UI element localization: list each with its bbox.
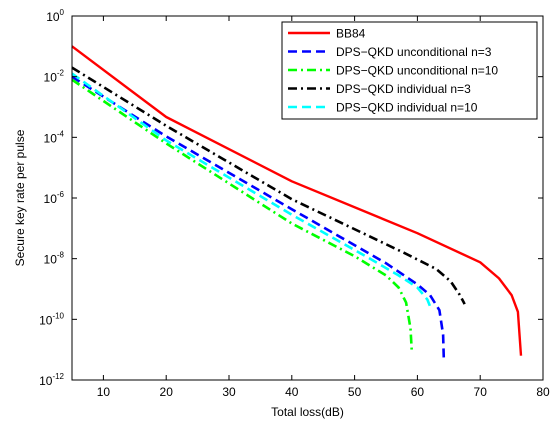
x-tick-label: 70: [474, 385, 488, 399]
legend-label: DPS−QKD unconditional n=10: [336, 64, 498, 78]
x-tick-label: 50: [348, 385, 362, 399]
x-tick-label: 80: [536, 385, 550, 399]
y-tick-label: 10-2: [44, 69, 65, 85]
legend-label: DPS−QKD individual n=10: [336, 101, 478, 115]
x-tick-label: 40: [285, 385, 299, 399]
series-line: [71, 45, 523, 356]
x-tick-label: 10: [97, 385, 111, 399]
y-tick-label: 10-6: [44, 190, 65, 206]
legend-label: DPS−QKD individual n=3: [336, 82, 471, 96]
y-tick-label: 10-12: [39, 372, 64, 388]
series-line: [71, 78, 413, 350]
x-tick-label: 30: [222, 385, 236, 399]
x-axis-label: Total loss(dB): [271, 405, 344, 419]
y-tick-label: 100: [46, 8, 64, 24]
y-tick-label: 10-10: [39, 311, 64, 327]
y-tick-label: 10-8: [44, 251, 65, 267]
y-axis: 100 10-2 10-4 10-6 10-8 10-10 10-12: [39, 8, 543, 388]
legend-box: [281, 21, 538, 120]
x-tick-label: 60: [411, 385, 425, 399]
series-line: [71, 75, 446, 359]
legend-label: BB84: [336, 27, 366, 41]
legend-label: DPS−QKD unconditional n=3: [336, 45, 492, 59]
x-tick-label: 20: [160, 385, 174, 399]
y-axis-label: Secure key rate per pulse: [13, 129, 27, 266]
series-curves: [71, 45, 523, 359]
x-axis: 10 20 30 40 50 60 70 80: [97, 16, 550, 399]
series-line: [71, 72, 433, 310]
legend: BB84 DPS−QKD unconditional n=3 DPS−QKD unc…: [281, 21, 538, 120]
y-tick-label: 10-4: [44, 129, 65, 145]
series-line: [71, 66, 466, 305]
